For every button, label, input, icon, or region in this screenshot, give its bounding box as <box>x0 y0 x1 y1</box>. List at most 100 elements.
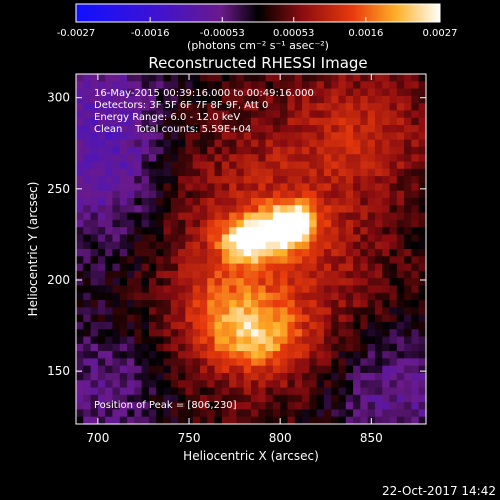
heatmap-cell <box>353 321 361 330</box>
heatmap-cell <box>199 139 208 148</box>
heatmap-cell <box>272 95 281 104</box>
heatmap-cell <box>258 351 267 359</box>
heatmap-cell <box>221 197 230 206</box>
heatmap-cell <box>148 285 157 294</box>
heatmap-cell <box>280 74 289 82</box>
heatmap-cell <box>287 227 296 236</box>
heatmap-cell <box>156 249 165 257</box>
heatmap-cell <box>134 212 143 221</box>
heatmap-cell <box>221 146 230 155</box>
heatmap-cell <box>404 117 413 126</box>
heatmap-cell <box>83 300 92 308</box>
heatmap-cell <box>265 249 274 257</box>
heatmap-cell <box>302 263 310 272</box>
heatmap-cell <box>287 336 296 345</box>
heatmap-cell <box>411 125 420 133</box>
heatmap-cell <box>170 241 179 250</box>
heatmap-cell <box>192 146 201 155</box>
heatmap-cell <box>309 110 318 119</box>
heatmap-cell <box>156 300 165 308</box>
heatmap-cell <box>272 380 281 389</box>
heatmap-cell <box>302 212 310 221</box>
heatmap-cell <box>192 372 201 381</box>
heatmap-cell <box>112 234 121 243</box>
heatmap-cell <box>141 336 150 345</box>
heatmap-cell <box>90 183 99 192</box>
heatmap-cell <box>156 285 165 294</box>
heatmap-cell <box>105 394 114 403</box>
heatmap-cell <box>156 197 165 206</box>
heatmap-cell <box>323 241 332 250</box>
heatmap-cell <box>265 212 274 221</box>
heatmap-cell <box>309 176 318 184</box>
heatmap-cell <box>404 139 413 148</box>
heatmap-cell <box>309 190 318 199</box>
heatmap-cell <box>178 95 186 104</box>
heatmap-cell <box>404 387 413 396</box>
heatmap-cell <box>389 219 398 228</box>
heatmap-cell <box>265 176 274 184</box>
heatmap-cell <box>316 168 325 177</box>
heatmap-cell <box>163 212 172 221</box>
heatmap-cell <box>141 343 150 352</box>
heatmap-cell <box>331 95 340 104</box>
heatmap-cell <box>345 125 354 133</box>
heatmap-cell <box>396 219 405 228</box>
heatmap-cell <box>134 95 143 104</box>
heatmap-cell <box>134 380 143 389</box>
heatmap-cell <box>192 351 201 359</box>
heatmap-cell <box>280 227 289 236</box>
heatmap-cell <box>404 351 413 359</box>
heatmap-cell <box>141 212 150 221</box>
heatmap-cell <box>119 139 128 148</box>
heatmap-cell <box>389 300 398 308</box>
heatmap-cell <box>90 416 99 425</box>
heatmap-cell <box>243 394 252 403</box>
heatmap-cell <box>221 249 230 257</box>
heatmap-cell <box>338 183 347 192</box>
heatmap-cell <box>323 146 332 155</box>
heatmap-cell <box>404 212 413 221</box>
heatmap-cell <box>287 183 296 192</box>
heatmap-cell <box>163 154 172 163</box>
heatmap-cell <box>112 329 121 338</box>
heatmap-cell <box>382 88 391 97</box>
heatmap-cell <box>178 146 186 155</box>
heatmap-cell <box>360 270 369 279</box>
heatmap-cell <box>185 314 194 323</box>
heatmap-cell <box>207 241 216 250</box>
heatmap-cell <box>287 321 296 330</box>
heatmap-cell <box>404 343 413 352</box>
heatmap-cell <box>221 358 230 367</box>
heatmap-cell <box>134 227 143 236</box>
heatmap-cell <box>105 176 114 184</box>
heatmap-cell <box>141 285 150 294</box>
heatmap-cell <box>316 234 325 243</box>
heatmap-cell <box>97 219 106 228</box>
heatmap-cell <box>178 154 186 163</box>
heatmap-cell <box>134 351 143 359</box>
heatmap-cell <box>199 285 208 294</box>
heatmap-cell <box>338 146 347 155</box>
heatmap-cell <box>280 380 289 389</box>
colorbar-tick-label: 0.00053 <box>273 28 314 39</box>
heatmap-cell <box>374 416 383 425</box>
heatmap-cell <box>214 95 223 104</box>
heatmap-cell <box>207 314 216 323</box>
heatmap-cell <box>396 387 405 396</box>
heatmap-cell <box>338 249 347 257</box>
colorbar-ticks: -0.0027 -0.0016 -0.00053 0.00053 0.0016 0.002… <box>57 17 458 39</box>
heatmap-cell <box>185 270 194 279</box>
heatmap-cell <box>192 307 201 316</box>
heatmap-cell <box>338 351 347 359</box>
heatmap-cell <box>229 372 238 381</box>
heatmap-cell <box>105 270 114 279</box>
heatmap-cell <box>294 329 303 338</box>
heatmap-cell <box>236 146 245 155</box>
heatmap-cell <box>280 234 289 243</box>
heatmap-cell <box>272 205 281 214</box>
heatmap-cell <box>287 139 296 148</box>
heatmap-cell <box>389 394 398 403</box>
heatmap-cell <box>243 416 252 425</box>
heatmap-cell <box>214 285 223 294</box>
